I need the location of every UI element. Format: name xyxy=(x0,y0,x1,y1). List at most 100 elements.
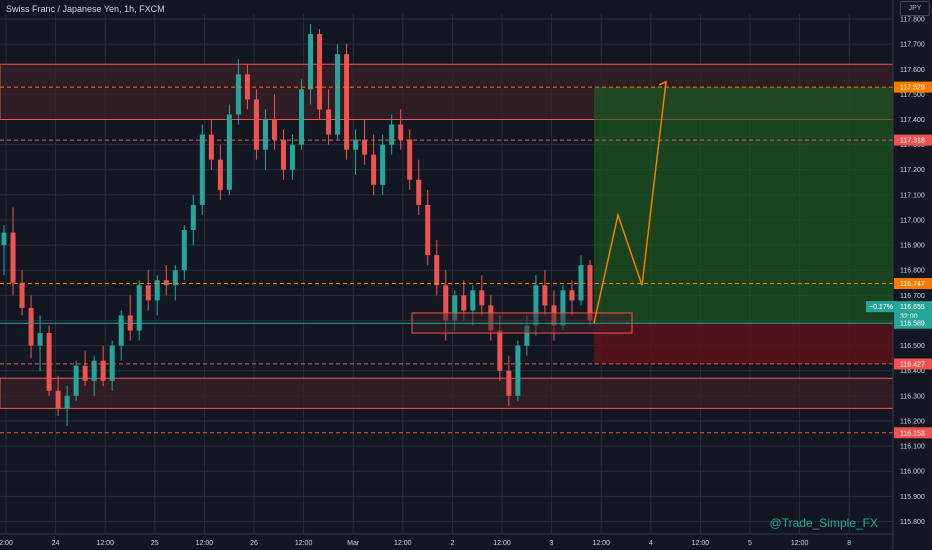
candle-body xyxy=(569,290,575,301)
y-tick-label: 116.200 xyxy=(900,418,925,425)
candle-body xyxy=(181,230,187,271)
candle-body xyxy=(470,290,476,311)
price-label-tag xyxy=(894,317,932,329)
y-tick-label: 116.000 xyxy=(900,469,925,476)
candle-body xyxy=(226,114,232,190)
candle-body xyxy=(136,285,142,331)
candle-body xyxy=(407,139,413,180)
y-tick-label: 117.500 xyxy=(900,92,925,99)
candle-body xyxy=(235,74,241,115)
x-tick-label: 2:00 xyxy=(0,540,13,547)
x-tick-label: 12:00 xyxy=(791,540,809,547)
currency-badge[interactable]: JPY xyxy=(900,1,930,16)
candle-body xyxy=(163,280,169,286)
candle-body xyxy=(1,232,7,246)
y-tick-label: 116.500 xyxy=(900,343,925,350)
y-tick-label: 117.200 xyxy=(900,167,925,174)
candle-body xyxy=(533,285,539,326)
candle-body xyxy=(217,159,223,190)
projection-line xyxy=(593,81,667,324)
candle-body xyxy=(271,119,277,140)
y-tick-label: 117.400 xyxy=(900,117,925,124)
candle-body xyxy=(371,154,377,185)
candle-body xyxy=(389,124,395,145)
candle-body xyxy=(280,139,286,170)
price-label-text: 116.589 xyxy=(900,321,925,328)
candle-body xyxy=(10,232,16,283)
price-label-text: 117.529 xyxy=(900,85,925,92)
y-tick-label: 115.800 xyxy=(900,519,925,526)
candle-body xyxy=(262,119,268,150)
candle-body xyxy=(145,285,151,301)
price-label-tag xyxy=(894,134,932,146)
price-label-text: 116.427 xyxy=(900,361,925,368)
candle-body xyxy=(443,285,449,321)
candle-body xyxy=(208,134,214,160)
author-watermark: @Trade_Simple_FX xyxy=(769,516,878,530)
y-tick-label: 116.300 xyxy=(900,393,925,400)
candle-body xyxy=(479,290,485,306)
x-tick-label: 12:00 xyxy=(493,540,511,547)
y-tick-label: 117.100 xyxy=(900,192,925,199)
target-zone xyxy=(594,87,893,324)
y-tick-label: 116.900 xyxy=(900,243,925,250)
candle-body xyxy=(118,315,124,346)
candle-body xyxy=(55,390,61,409)
candle-body xyxy=(506,370,512,396)
candle-body xyxy=(64,395,70,409)
candle-body xyxy=(452,295,458,321)
candle-body xyxy=(587,265,593,321)
price-label-text: 116.153 xyxy=(900,430,925,437)
candle-body xyxy=(425,204,431,256)
y-tick-label: 115.900 xyxy=(900,494,925,501)
x-tick-label: 26 xyxy=(250,540,258,547)
x-tick-label: 12:00 xyxy=(96,540,114,547)
x-tick-label: 12:00 xyxy=(692,540,710,547)
y-tick-label: 117.800 xyxy=(900,17,925,24)
candle-body xyxy=(154,280,160,301)
time-axis[interactable]: 2:00 24 12:00 25 12:00 26 12:00 Mar 12:00 2 12:00 3… xyxy=(0,533,893,547)
horizontal-levels xyxy=(0,86,893,434)
y-tick-label: 116.100 xyxy=(900,444,925,451)
countdown-text: 32:00 xyxy=(900,314,918,321)
symbol-title[interactable]: Swiss Franc / Japanese Yen, 1h, FXCM xyxy=(6,4,165,14)
candle-body xyxy=(100,360,106,381)
y-tick-label: 116.400 xyxy=(900,368,925,375)
x-tick-label: 12:00 xyxy=(394,540,412,547)
candle-body xyxy=(19,282,25,308)
candle-body xyxy=(28,307,34,346)
price-label-tag xyxy=(894,278,932,290)
price-axis[interactable]: 117.800 117.700 117.600 117.500 117.400 117.3… xyxy=(866,0,932,550)
candle-body xyxy=(497,330,503,371)
y-tick-label: 117.300 xyxy=(900,142,925,149)
candle-body xyxy=(416,179,422,205)
supply-zone xyxy=(0,377,894,409)
x-tick-label: Mar xyxy=(347,540,360,547)
x-tick-label: 25 xyxy=(151,540,159,547)
candle-body xyxy=(172,270,178,286)
candle-body xyxy=(542,285,548,306)
y-tick-label: 116.700 xyxy=(900,293,925,300)
long-position-tool[interactable] xyxy=(594,87,893,364)
x-tick-label: 3 xyxy=(550,540,554,547)
candle-body xyxy=(37,333,43,346)
y-tick-label: 117.600 xyxy=(900,67,925,74)
candle-body xyxy=(461,295,467,311)
price-label-tag xyxy=(894,301,932,322)
candle-body xyxy=(560,290,566,326)
candle-body xyxy=(190,204,196,231)
x-tick-label: 4 xyxy=(649,540,653,547)
supply-demand-zones xyxy=(0,63,894,409)
candle-body xyxy=(109,345,115,381)
candle-body xyxy=(398,124,404,140)
candle-body xyxy=(46,333,52,391)
candle-body xyxy=(91,360,97,381)
candle-body xyxy=(380,144,386,185)
price-label-tag xyxy=(894,358,932,370)
change-text: −0.17% xyxy=(869,304,893,311)
price-label-text: 117.318 xyxy=(900,138,925,145)
arrowhead-icon xyxy=(658,80,667,90)
candle-body xyxy=(326,109,332,135)
candle-body xyxy=(353,139,359,150)
